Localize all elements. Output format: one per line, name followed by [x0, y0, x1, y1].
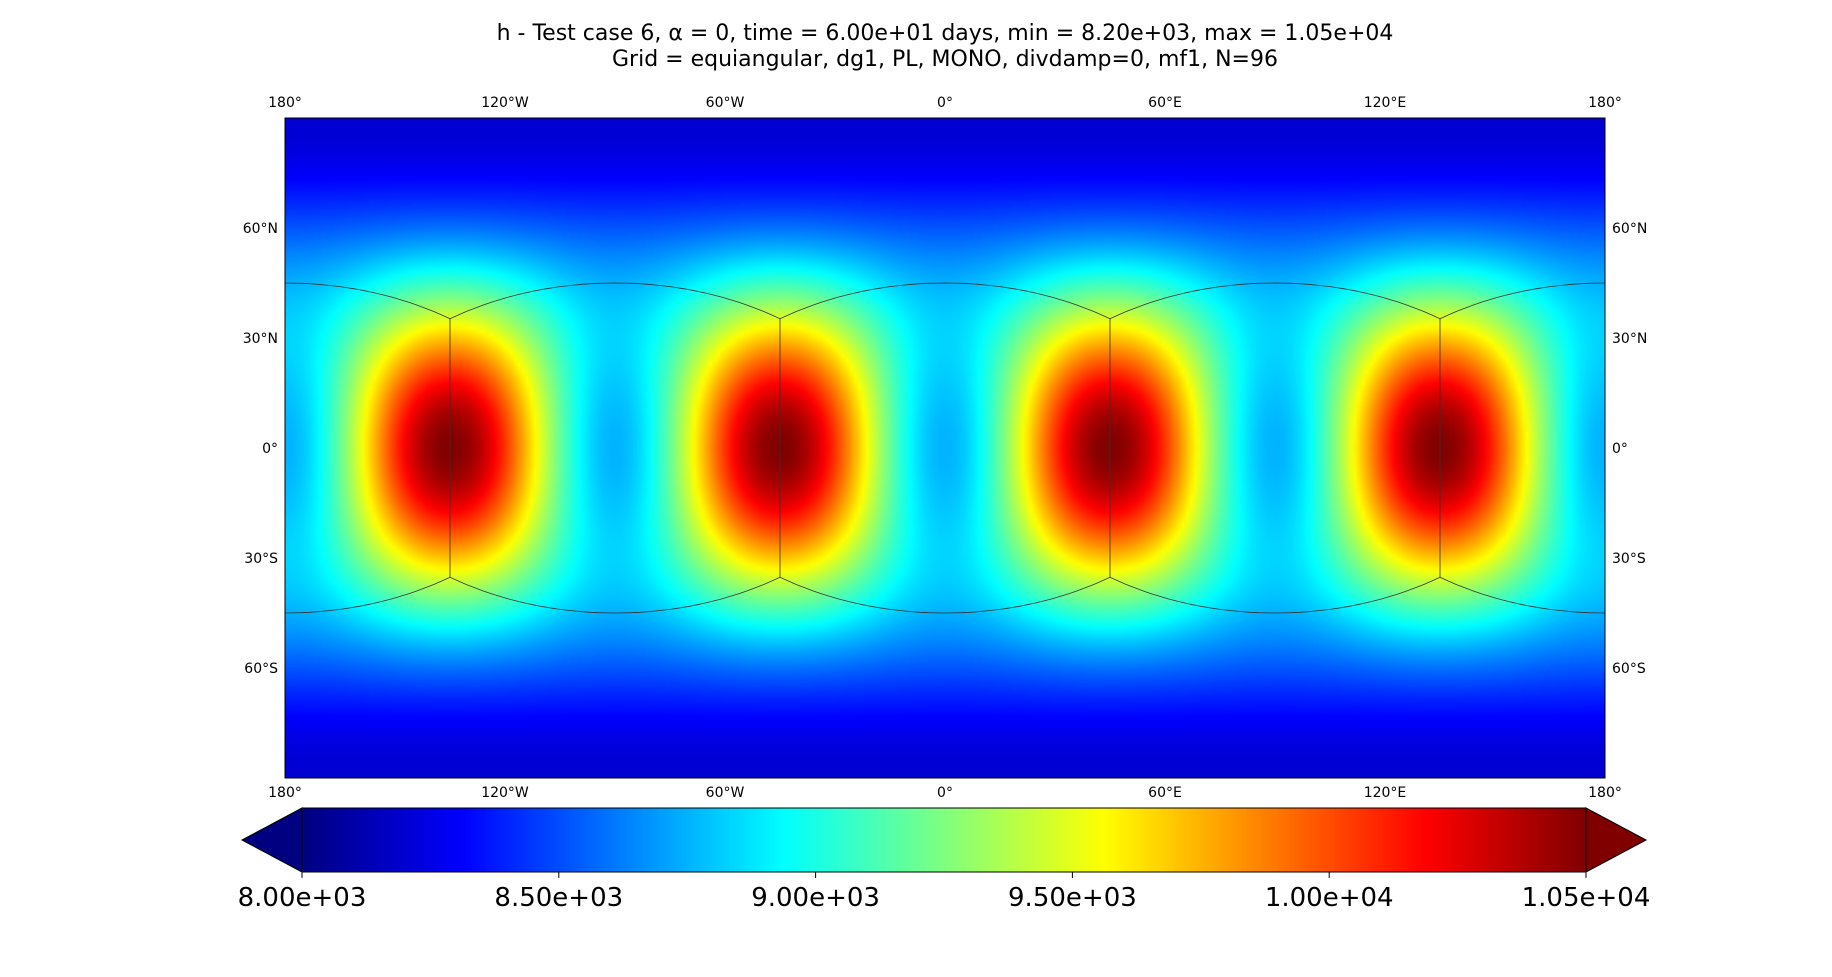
- chart-title-line-1: h - Test case 6, α = 0, time = 6.00e+01 …: [497, 21, 1394, 46]
- panel-edge-north-0: [285, 282, 451, 320]
- map-plot-area: [284, 117, 1606, 779]
- colorbar: 8.00e+03 8.50e+03 9.00e+03 9.50e+03 1.00e+04…: [238, 807, 1651, 913]
- heatmap-field: [285, 118, 1605, 778]
- cubed-sphere-panel-edges: [285, 282, 1605, 614]
- x-tick-label-bottom: 60°E: [1148, 785, 1182, 801]
- panel-edge-north-4: [1439, 282, 1605, 320]
- panel-edge-south-1: [449, 576, 781, 614]
- x-tick-label-bottom: 180°: [268, 785, 302, 801]
- panel-edge-south-4: [1439, 576, 1605, 614]
- y-tick-label-left: 0°: [262, 441, 278, 457]
- y-axis-left: 60°N 30°N 0° 30°S 60°S: [243, 221, 278, 677]
- y-axis-right: 60°N 30°N 0° 30°S 60°S: [1612, 221, 1647, 677]
- x-axis-top: 180° 120°W 60°W 0° 60°E 120°E 180°: [268, 95, 1622, 111]
- colorbar-tick-label: 1.05e+04: [1522, 883, 1651, 913]
- x-tick-label-top: 120°W: [481, 95, 529, 111]
- y-tick-label-right: 60°N: [1612, 221, 1647, 237]
- y-tick-label-left: 60°S: [244, 661, 278, 677]
- colorbar-tick-label: 8.00e+03: [238, 883, 367, 913]
- colorbar-extend-high: [1585, 807, 1648, 873]
- y-tick-label-right: 30°S: [1612, 551, 1646, 567]
- panel-edge-south-2: [779, 576, 1111, 614]
- colorbar-ticks: 8.00e+03 8.50e+03 9.00e+03 9.50e+03 1.00e+04…: [238, 872, 1651, 913]
- x-tick-label-bottom: 180°: [1588, 785, 1622, 801]
- colorbar-gradient-foreign: [302, 808, 1586, 872]
- colorbar-frame: [301, 807, 1587, 873]
- y-tick-label-right: 0°: [1612, 441, 1628, 457]
- colorbar-extend-low: [240, 807, 303, 873]
- x-tick-label-top: 0°: [937, 95, 953, 111]
- x-tick-label-top: 60°E: [1148, 95, 1182, 111]
- colorbar-tick-label: 9.00e+03: [751, 883, 880, 913]
- y-tick-label-right: 60°S: [1612, 661, 1646, 677]
- colorbar-tick-label: 1.00e+04: [1265, 883, 1394, 913]
- x-tick-label-bottom: 0°: [937, 785, 953, 801]
- x-tick-label-top: 180°: [268, 95, 302, 111]
- colorbar-tick-label: 8.50e+03: [494, 883, 623, 913]
- panel-edge-north-3: [1109, 282, 1441, 320]
- panel-edge-north-2: [779, 282, 1111, 320]
- y-tick-label-left: 30°N: [243, 331, 278, 347]
- colorbar-gradient: [302, 808, 1586, 872]
- y-tick-label-left: 30°S: [244, 551, 278, 567]
- x-tick-label-bottom: 120°E: [1364, 785, 1407, 801]
- y-tick-label-right: 30°N: [1612, 331, 1647, 347]
- panel-edge-south-0: [285, 576, 451, 614]
- colorbar-tick-label: 9.50e+03: [1008, 883, 1137, 913]
- panel-edge-south-3: [1109, 576, 1441, 614]
- panel-edge-north-1: [449, 282, 781, 320]
- x-tick-label-top: 120°E: [1364, 95, 1407, 111]
- chart-title-line-2: Grid = equiangular, dg1, PL, MONO, divda…: [612, 47, 1278, 72]
- x-tick-label-top: 60°W: [706, 95, 745, 111]
- heatmap-foreign: [285, 118, 1605, 778]
- map-frame: [284, 117, 1606, 779]
- x-axis-bottom: 180° 120°W 60°W 0° 60°E 120°E 180°: [268, 785, 1622, 801]
- y-tick-label-left: 60°N: [243, 221, 278, 237]
- x-tick-label-bottom: 60°W: [706, 785, 745, 801]
- x-tick-label-bottom: 120°W: [481, 785, 529, 801]
- x-tick-label-top: 180°: [1588, 95, 1622, 111]
